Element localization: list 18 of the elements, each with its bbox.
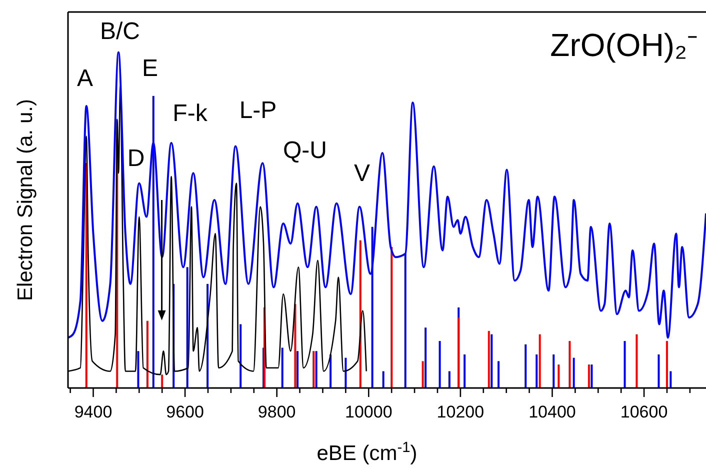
x-tick-label: 10000 bbox=[345, 402, 392, 422]
annotation: F-k bbox=[172, 100, 208, 128]
annotation: E bbox=[142, 55, 158, 82]
x-tick-label: 10400 bbox=[528, 402, 576, 422]
x-tick-label: 10200 bbox=[436, 402, 484, 422]
x-tick-label: 9600 bbox=[166, 402, 204, 422]
x-tick-label: 9800 bbox=[258, 402, 296, 422]
y-axis-title: Electron Signal (a. u.) bbox=[14, 99, 37, 301]
x-tick-label: 10600 bbox=[620, 402, 668, 422]
x-tick-label: 9400 bbox=[74, 402, 112, 422]
annotation: Q-U bbox=[283, 137, 327, 164]
annotation: L-P bbox=[239, 97, 277, 124]
annotation: V bbox=[354, 160, 370, 188]
annotation: D bbox=[127, 145, 145, 172]
chart-title: ZrO(OH)₂⁻ bbox=[550, 27, 698, 63]
text: B/C bbox=[100, 18, 140, 46]
annotation: A bbox=[76, 65, 94, 92]
x-axis-title: eBE (cm$^{-1}$) bbox=[316, 440, 418, 465]
